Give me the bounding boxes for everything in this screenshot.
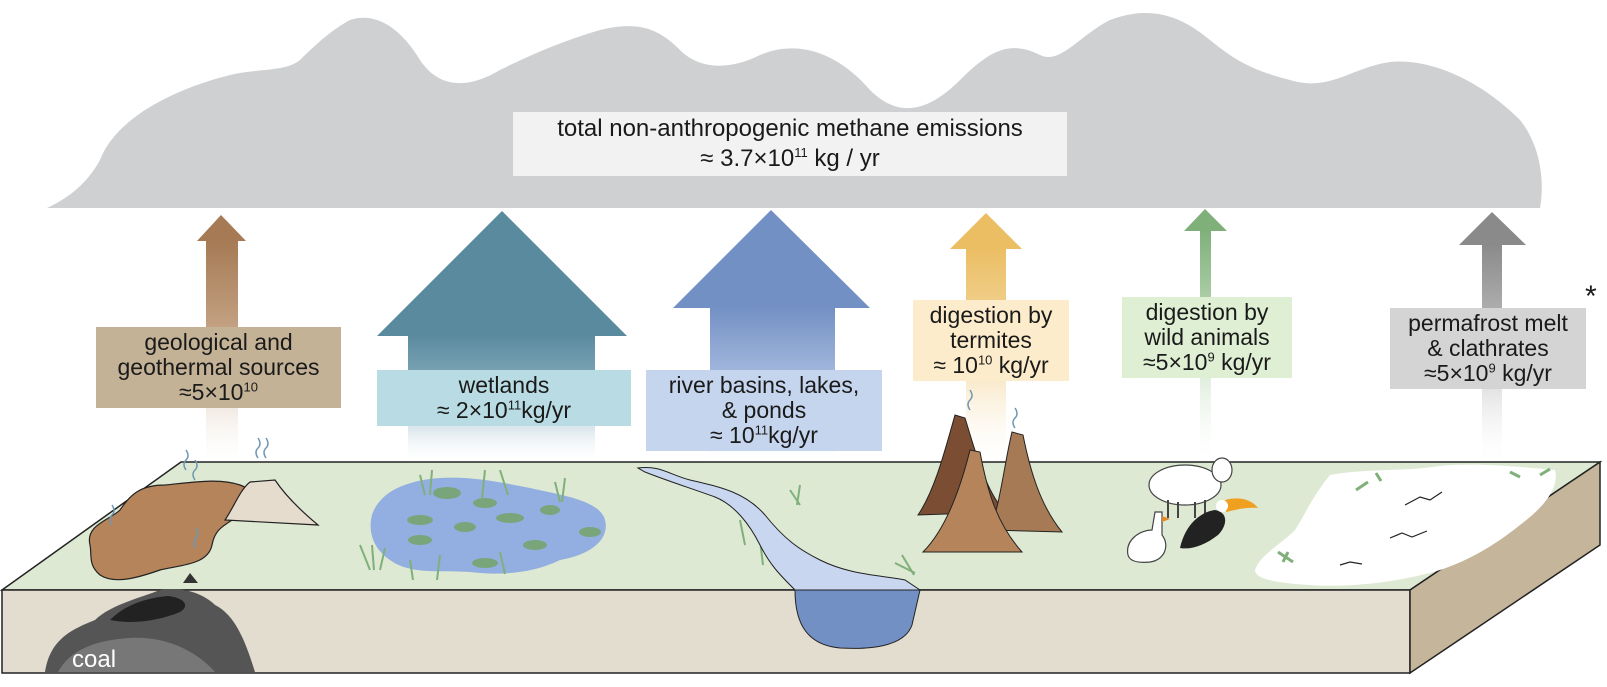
geological-label: geological and geothermal sources ≈5×101… (96, 327, 341, 408)
permafrost-line1: permafrost melt (1408, 310, 1568, 336)
permafrost-line2: & clathrates (1427, 335, 1549, 361)
termite-vapor (967, 389, 1018, 429)
vapor-wisps (109, 437, 269, 549)
rivers-line2: & ponds (721, 397, 807, 423)
animals-value: ≈5×109 kg/yr (1143, 349, 1271, 375)
permafrost-value: ≈5×109 kg/yr (1424, 360, 1552, 386)
geological-line1: geological and (144, 329, 293, 355)
animals-line2: wild animals (1144, 324, 1270, 350)
rivers-value: ≈ 1011kg/yr (710, 422, 818, 448)
footnote-asterisk: * (1585, 280, 1597, 313)
toucan (1180, 498, 1258, 549)
wetlands-line1: wetlands (458, 372, 550, 398)
wetland-pond (370, 477, 606, 574)
permafrost-cracks (1339, 491, 1443, 566)
coal-label: coal (72, 646, 117, 673)
termites-value: ≈ 1010 kg/yr (933, 352, 1049, 378)
sheep (1148, 457, 1233, 518)
goose (1127, 511, 1170, 563)
termite-mound-front (921, 449, 1024, 553)
wetlands-label: wetlands ≈ 2×1011kg/yr (377, 370, 631, 426)
reeds (359, 469, 916, 581)
geological-line2: geothermal sources (117, 354, 320, 380)
termite-mound-right (989, 431, 1064, 533)
permafrost-label: permafrost melt & clathrates ≈5×109 kg/y… (1390, 308, 1586, 389)
geyser-mound (223, 479, 320, 526)
permafrost-grass (1277, 467, 1551, 564)
permafrost-ice (1255, 464, 1556, 586)
geological-value: ≈5×1010 (179, 379, 258, 405)
termites-label: digestion by termites ≈ 1010 kg/yr (913, 300, 1069, 381)
methane-cloud (47, 12, 1542, 208)
termites-line1: digestion by (929, 302, 1053, 328)
animals-label: digestion by wild animals ≈5×109 kg/yr (1122, 297, 1292, 378)
termites-line2: termites (950, 327, 1032, 353)
total-emissions-value: ≈ 3.7×1011 kg / yr (700, 145, 880, 172)
total-emissions-label: total non-anthropogenic methane emission… (513, 112, 1067, 176)
total-emissions-title: total non-anthropogenic methane emission… (557, 115, 1023, 142)
fumarole-rock (183, 573, 198, 583)
lily-pads (407, 487, 601, 568)
river (636, 466, 922, 591)
river-channel (794, 589, 921, 649)
rivers-label: river basins, lakes, & ponds ≈ 1011kg/yr (646, 370, 882, 451)
rivers-line1: river basins, lakes, (668, 372, 860, 398)
animals-line1: digestion by (1145, 299, 1269, 325)
wetlands-value: ≈ 2×1011kg/yr (436, 397, 572, 423)
